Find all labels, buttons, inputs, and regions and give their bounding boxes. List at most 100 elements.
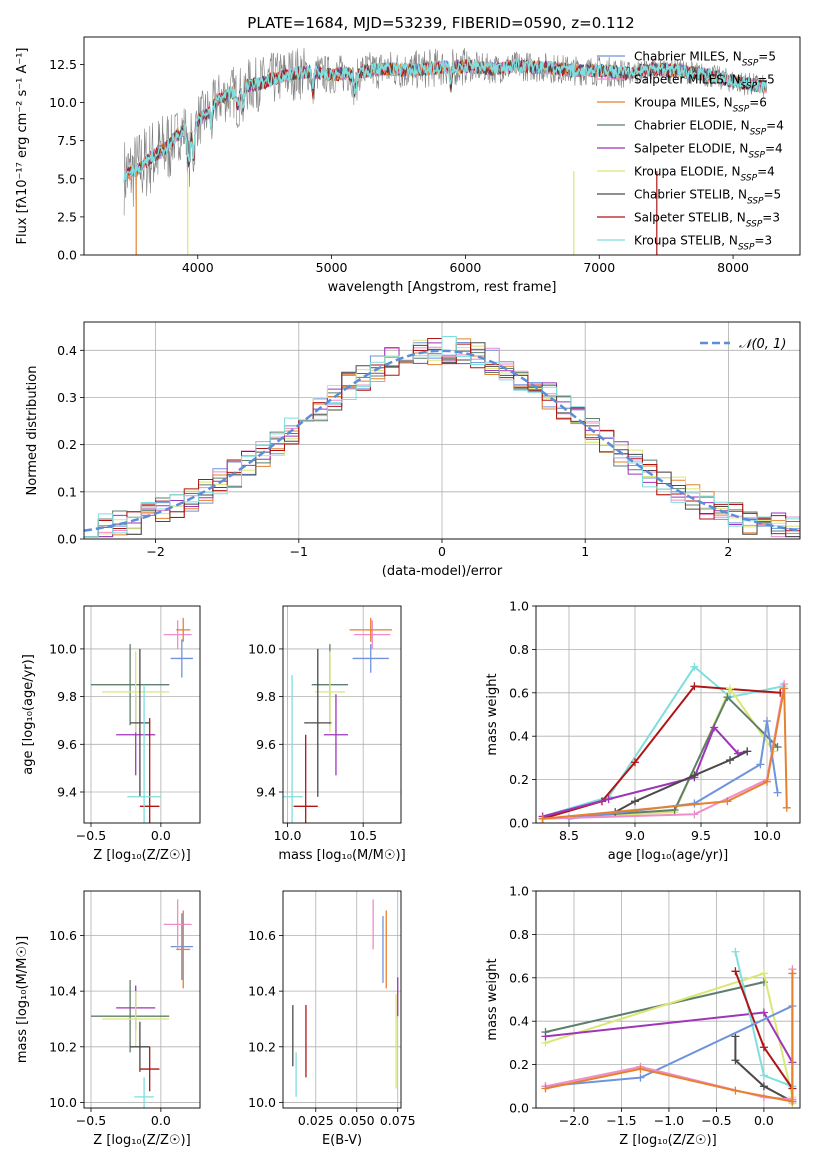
residuals-panel: −2 −1 0 1 2 0.0 0.1 0.2 0.3 0.4 (data-model)/error… (25, 321, 801, 579)
massweight-marker (690, 682, 699, 691)
legend-label-subscript: SSP (741, 82, 758, 92)
age_vs_mass-plot-area (283, 617, 392, 823)
legend-label-text: Salpeter MILES, N (634, 73, 741, 87)
legend-label-subscript: SSP (733, 105, 750, 115)
massweight-marker (773, 743, 782, 752)
y-tick-label: 9.8 (57, 689, 77, 704)
mass-vs-z-panel: −0.5 0.0 10.0 10.2 10.4 10.6 Z [log₁₀(Z/Z☉)] ma… (15, 890, 201, 1148)
massweight-marker (731, 1056, 740, 1065)
mass_vs_z-plot-area (90, 899, 194, 1108)
y-tick-label: 5.0 (57, 171, 77, 186)
figure-title: PLATE=1684, MJD=53239, FIBERID=0590, z=0… (247, 14, 634, 32)
legend-label-text: Kroupa ELODIE, N (634, 165, 741, 179)
legend-label-value: =4 (757, 165, 775, 179)
y-tick-label: 0.2 (57, 437, 77, 452)
y-tick-label: 10.4 (248, 984, 276, 999)
y-tick-label: 0.6 (509, 685, 529, 700)
y-tick-label: 0.0 (57, 532, 77, 547)
legend-label-text: Chabrier ELODIE, N (634, 119, 750, 133)
massweight-marker (541, 1084, 550, 1093)
y-tick-label: 10.0 (49, 1095, 77, 1110)
massweight-marker (690, 810, 699, 819)
massweight-marker (759, 1082, 768, 1091)
y-tick-label: 12.5 (49, 57, 77, 72)
massweight-marker (631, 797, 639, 806)
y-tick-label: 0.2 (509, 1057, 529, 1072)
x-tick-label: −0.5 (76, 1113, 106, 1128)
x-tick-label: 0.025 (298, 1113, 334, 1128)
axes-frame (83, 321, 801, 540)
y-tick-label: 10.2 (248, 1039, 276, 1054)
legend-label: Salpeter ELODIE, NSSP=4 (634, 142, 783, 161)
y-axis-label: mass weight (485, 673, 500, 755)
massweight-marker (541, 1032, 550, 1041)
legend-label: Chabrier STELIB, NSSP=5 (634, 188, 781, 207)
legend-label: Chabrier ELODIE, NSSP=4 (634, 119, 784, 138)
axes-frame (83, 890, 201, 1109)
massweight-marker (636, 1064, 645, 1073)
massweight-line-chabrier-elodie (545, 981, 765, 1033)
y-tick-label: 0.2 (509, 772, 529, 787)
legend-label-subscript: SSP (741, 174, 758, 184)
legend-label-text: Kroupa STELIB, N (634, 234, 738, 248)
massweight-line-chabrier-stelib (734, 1036, 793, 1103)
y-tick-label: 9.6 (256, 737, 276, 752)
y-axis-label: Normed distribution (25, 366, 40, 496)
x-axis-label: (data-model)/error (382, 564, 503, 579)
x-tick-label: 9.5 (691, 828, 711, 843)
model-spectrum-line-kroupa-stelib (123, 57, 768, 183)
x-axis-label: mass [log₁₀(M/M☉)] (278, 848, 405, 863)
axes-frame (282, 605, 402, 824)
legend-label-normal: 𝒩(0, 1) (739, 337, 786, 352)
x-tick-label: −2 (146, 544, 164, 559)
massweight-marker (538, 814, 547, 823)
massweight-marker (670, 805, 679, 814)
x-axis-label: wavelength [Angstrom, rest frame] (328, 280, 557, 295)
axes-frame (535, 890, 801, 1109)
x-tick-label: 0.0 (151, 1113, 171, 1128)
x-axis-label: E(B-V) (322, 1133, 362, 1148)
normal-distribution-curve (84, 349, 800, 532)
massweight_vs_age-plot-area (538, 662, 791, 823)
legend-label: Chabrier MILES, NSSP=5 (634, 50, 776, 69)
age-vs-z-panel: −0.5 0.0 9.4 9.6 9.8 10.0 Z [log₁₀(Z/Z☉)] age [… (21, 605, 201, 863)
x-tick-label: −0.5 (701, 1113, 731, 1128)
y-tick-label: 1.0 (509, 599, 529, 614)
y-axis-label: Flux [fλ10⁻¹⁷ erg cm⁻² s⁻¹ A⁻¹] (15, 48, 30, 245)
age-vs-mass-panel: 10.0 10.5 9.4 9.6 9.8 10.0 mass [log₁₀(M/M☉)] (248, 605, 406, 863)
legend-label-subscript: SSP (748, 151, 765, 161)
massweight-marker (780, 684, 789, 693)
massweight-marker (690, 771, 699, 780)
massweight-marker (743, 747, 752, 756)
massweight-marker (636, 1073, 645, 1082)
massweight-marker (710, 723, 719, 732)
legend-label-text: Chabrier MILES, N (634, 50, 742, 64)
x-tick-label: 10.0 (753, 828, 781, 843)
legend-label-value: =5 (764, 188, 782, 202)
y-tick-label: 0.0 (57, 248, 77, 263)
y-tick-label: 0.0 (509, 1101, 529, 1116)
legend-label: Kroupa MILES, NSSP=6 (634, 96, 767, 115)
legend-label-subscript: SSP (747, 197, 764, 207)
y-tick-label: 0.4 (509, 729, 529, 744)
y-tick-label: 10.6 (49, 928, 77, 943)
y-tick-label: 0.6 (509, 970, 529, 985)
x-tick-label: −2.0 (559, 1113, 589, 1128)
x-tick-label: 8.5 (559, 828, 579, 843)
legend-label-subscript: SSP (742, 59, 759, 69)
y-tick-label: 10.0 (248, 1095, 276, 1110)
y-tick-label: 0.4 (509, 1014, 529, 1029)
axes-frame (535, 605, 801, 824)
legend-label-value: =3 (754, 234, 772, 248)
y-tick-label: 0.3 (57, 390, 77, 405)
x-tick-label: 5000 (316, 260, 348, 275)
massweight-marker (763, 777, 771, 786)
x-tick-label: 0.0 (151, 828, 171, 843)
y-axis-label: mass [log₁₀(M/M☉)] (15, 936, 30, 1063)
massweight-marker (690, 662, 699, 671)
age_vs_z-plot-area (90, 617, 194, 823)
y-tick-label: 10.4 (49, 984, 77, 999)
massweight-marker (788, 969, 797, 978)
legend-label-text: Salpeter STELIB, N (634, 211, 746, 225)
massweight-marker (788, 1097, 797, 1106)
